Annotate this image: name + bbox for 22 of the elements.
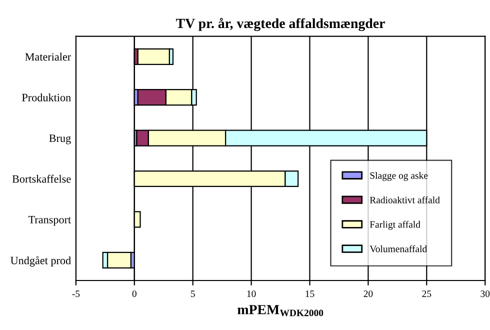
x-tick-label: 0 xyxy=(132,290,136,298)
y-tick-label: Undgået prod xyxy=(10,256,71,267)
x-tick-label: 15 xyxy=(306,290,314,298)
x-tick-label: 25 xyxy=(422,290,432,298)
x-tick-label: 10 xyxy=(247,290,256,298)
x-tick-label: -5 xyxy=(72,290,80,298)
bar xyxy=(106,252,132,268)
legend-label: Farligt affald xyxy=(370,220,420,230)
y-tick-label: Bortskaffelse xyxy=(12,174,71,183)
chart-title: TV pr. år, vægtede affaldsmængder xyxy=(176,18,385,32)
legend-label: Slagge og aske xyxy=(370,172,428,181)
x-tick-label: 5 xyxy=(190,290,195,298)
y-tick-label: Produktion xyxy=(22,93,71,102)
legend-label: Volumenaffald xyxy=(370,245,427,252)
y-tick-label: Transport xyxy=(28,216,72,226)
x-tick-label: 20 xyxy=(364,290,373,298)
x-axis-title: mPEM$_{WDK2000}$ xyxy=(238,305,324,316)
y-tick-label: Materialer xyxy=(25,52,71,61)
y-tick-label: Brug xyxy=(49,134,71,144)
legend-label: Radioaktivt affald xyxy=(370,196,440,204)
x-tick-label: 30 xyxy=(480,290,490,298)
bar xyxy=(137,48,170,65)
